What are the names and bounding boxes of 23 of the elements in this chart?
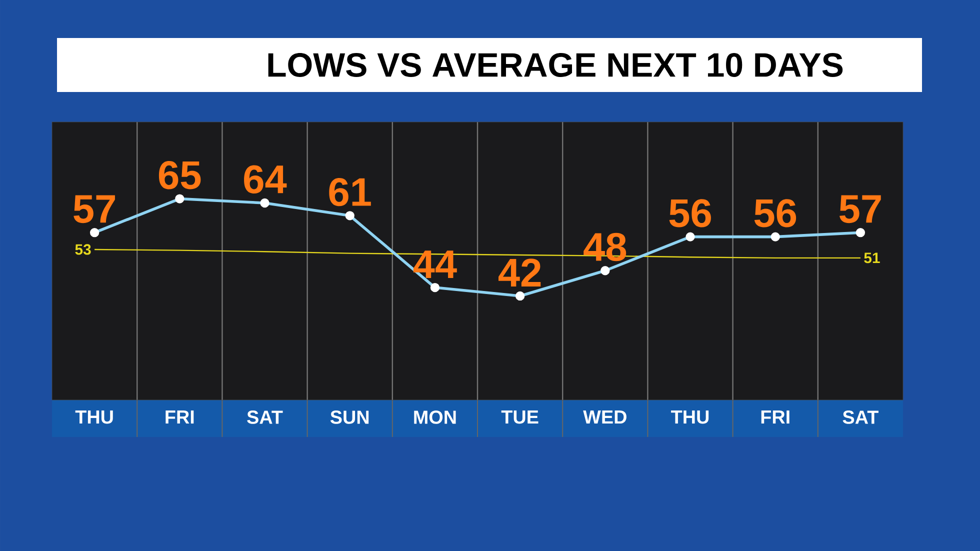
data-label: 48 — [584, 232, 626, 262]
data-label: 64 — [244, 165, 287, 194]
x-tick-label: THU — [75, 410, 113, 424]
data-label: 51 — [864, 252, 880, 264]
data-label: 61 — [329, 178, 371, 206]
data-label: 56 — [754, 199, 796, 228]
x-tick-label: FRI — [166, 410, 194, 424]
data-label: 57 — [74, 195, 115, 224]
x-tick-label: MON — [414, 410, 456, 424]
data-label: 56 — [669, 199, 711, 228]
x-tick-label: SUN — [330, 410, 369, 424]
x-tick-label: THU — [671, 410, 709, 424]
chart-title: LOWS VS AVERAGE NEXT 10 DAYS — [268, 52, 843, 77]
data-label: 65 — [158, 161, 201, 190]
data-label: 53 — [75, 244, 91, 255]
x-tick-label: SAT — [247, 410, 283, 424]
data-label: 42 — [498, 258, 541, 286]
data-label: 57 — [840, 195, 881, 224]
x-tick-label: TUE — [501, 410, 538, 424]
x-tick-label: SAT — [842, 410, 878, 424]
x-tick-label: FRI — [761, 410, 790, 424]
data-label: 44 — [413, 250, 457, 278]
x-tick-label: WED — [583, 410, 626, 424]
